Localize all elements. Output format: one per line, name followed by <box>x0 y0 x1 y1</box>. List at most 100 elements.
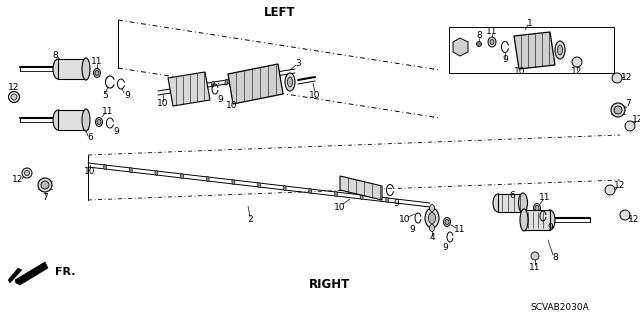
Text: 10: 10 <box>334 203 346 211</box>
Ellipse shape <box>225 79 228 85</box>
Circle shape <box>612 73 622 83</box>
Circle shape <box>38 178 52 192</box>
Text: 10: 10 <box>157 100 169 108</box>
Ellipse shape <box>429 204 435 211</box>
Ellipse shape <box>239 77 242 83</box>
Circle shape <box>22 168 32 178</box>
Text: 10: 10 <box>309 91 321 100</box>
Text: 11: 11 <box>102 107 114 115</box>
Bar <box>524 210 550 230</box>
Text: 11: 11 <box>92 57 103 66</box>
Ellipse shape <box>488 37 496 47</box>
Text: 9: 9 <box>409 226 415 234</box>
Bar <box>58 59 86 79</box>
Ellipse shape <box>308 189 312 194</box>
Text: 4: 4 <box>429 234 435 242</box>
Circle shape <box>11 94 17 100</box>
Text: 11: 11 <box>529 263 541 272</box>
Text: 12: 12 <box>572 68 582 77</box>
Ellipse shape <box>129 167 132 173</box>
Ellipse shape <box>266 72 269 78</box>
Ellipse shape <box>555 41 565 59</box>
Circle shape <box>611 103 625 117</box>
Text: 6: 6 <box>87 133 93 143</box>
Ellipse shape <box>425 208 439 228</box>
Text: FR.: FR. <box>55 267 76 277</box>
Ellipse shape <box>198 84 201 89</box>
Circle shape <box>620 210 630 220</box>
Text: 10: 10 <box>399 216 411 225</box>
Circle shape <box>625 121 635 131</box>
Text: LEFT: LEFT <box>264 6 296 19</box>
Ellipse shape <box>104 165 107 169</box>
Ellipse shape <box>360 195 363 199</box>
Polygon shape <box>453 38 468 56</box>
Text: 11: 11 <box>454 226 466 234</box>
Ellipse shape <box>534 204 541 212</box>
Text: 10: 10 <box>227 101 237 110</box>
Text: 9: 9 <box>124 91 130 100</box>
Ellipse shape <box>493 194 503 212</box>
Text: 12: 12 <box>628 216 640 225</box>
Ellipse shape <box>444 218 451 226</box>
Ellipse shape <box>335 191 337 197</box>
Text: 5: 5 <box>102 91 108 100</box>
Ellipse shape <box>520 209 528 231</box>
Text: 10: 10 <box>515 68 525 77</box>
Ellipse shape <box>184 85 187 92</box>
Text: 12: 12 <box>621 72 633 81</box>
Circle shape <box>605 185 615 195</box>
Ellipse shape <box>285 73 295 91</box>
Circle shape <box>477 41 481 47</box>
Ellipse shape <box>97 120 101 124</box>
Ellipse shape <box>232 180 235 184</box>
Polygon shape <box>340 176 382 200</box>
Ellipse shape <box>518 193 527 213</box>
Ellipse shape <box>535 205 539 211</box>
Ellipse shape <box>93 69 100 78</box>
Polygon shape <box>514 32 555 69</box>
Text: 8: 8 <box>476 32 482 41</box>
Polygon shape <box>228 64 283 104</box>
Ellipse shape <box>386 197 388 203</box>
Text: 9: 9 <box>502 56 508 64</box>
Ellipse shape <box>82 58 90 80</box>
Ellipse shape <box>170 88 173 94</box>
Ellipse shape <box>545 210 555 230</box>
Ellipse shape <box>211 81 214 87</box>
Text: 10: 10 <box>84 167 96 176</box>
Polygon shape <box>168 72 210 106</box>
Ellipse shape <box>557 45 563 55</box>
Ellipse shape <box>283 186 286 190</box>
Bar <box>498 194 523 212</box>
Ellipse shape <box>95 117 102 127</box>
Ellipse shape <box>445 219 449 225</box>
Text: 8: 8 <box>552 254 558 263</box>
Polygon shape <box>15 262 48 285</box>
Circle shape <box>572 57 582 67</box>
Text: 9: 9 <box>113 128 119 137</box>
Text: 1: 1 <box>527 19 533 27</box>
Text: 7: 7 <box>42 194 48 203</box>
Text: 9: 9 <box>442 242 448 251</box>
Text: RIGHT: RIGHT <box>309 278 351 291</box>
Text: 9: 9 <box>547 224 553 233</box>
Text: 12: 12 <box>8 84 20 93</box>
Text: 12: 12 <box>632 115 640 124</box>
Ellipse shape <box>252 75 255 81</box>
Ellipse shape <box>287 77 292 87</box>
Text: SCVAB2030A: SCVAB2030A <box>531 302 589 311</box>
Text: 6: 6 <box>509 190 515 199</box>
Ellipse shape <box>429 225 435 232</box>
Ellipse shape <box>490 40 494 44</box>
Text: 2: 2 <box>247 216 253 225</box>
Ellipse shape <box>53 59 63 79</box>
Text: 8: 8 <box>52 50 58 60</box>
Ellipse shape <box>53 110 63 130</box>
Circle shape <box>531 252 539 260</box>
Circle shape <box>24 170 29 175</box>
Text: 12: 12 <box>12 175 24 184</box>
Text: 9: 9 <box>393 198 399 207</box>
Bar <box>58 110 86 130</box>
Circle shape <box>41 181 49 189</box>
